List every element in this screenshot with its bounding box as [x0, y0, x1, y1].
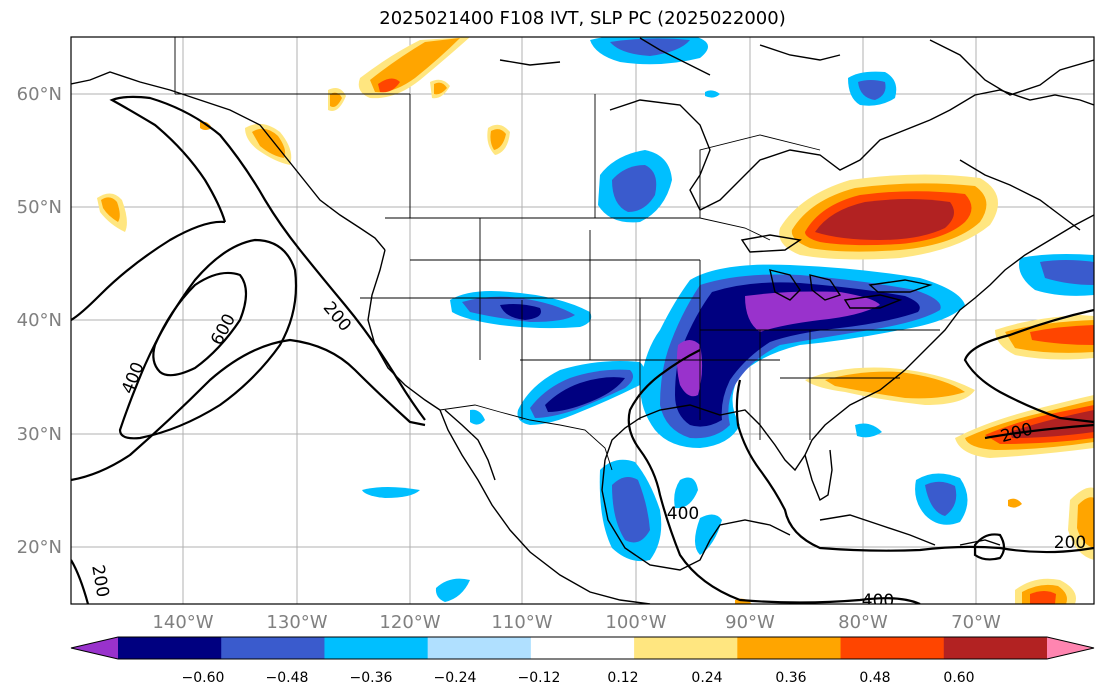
colorbar-segment [840, 637, 945, 659]
colorbar-tick-label: 0.48 [859, 670, 890, 686]
borders [174, 37, 940, 471]
colorbar-ticks: −0.60 −0.48 −0.36 −0.24 −0.12 0.12 0.24 … [182, 670, 975, 686]
lon-label: 80°W [838, 612, 888, 633]
ivt-negative-shading [362, 37, 1094, 602]
contour-label: 400 [667, 504, 699, 524]
lon-label: 140°W [152, 612, 213, 633]
colorbar-segment [737, 637, 842, 659]
colorbar-tick-label: −0.24 [434, 670, 477, 686]
colorbar-segment [530, 637, 635, 659]
coastlines [71, 37, 1094, 604]
lat-label: 30°N [17, 424, 62, 445]
map-frame [70, 36, 1095, 605]
colorbar-tick-label: 0.12 [607, 670, 638, 686]
lat-axis: 60°N 50°N 40°N 30°N 20°N [17, 84, 62, 558]
lat-label: 60°N [17, 84, 62, 105]
colorbar-extend-min [71, 637, 118, 659]
slp-contours [71, 95, 1094, 604]
lon-label: 90°W [725, 612, 775, 633]
colorbar-segment [221, 637, 325, 659]
lat-label: 20°N [17, 537, 62, 558]
contour-label: 200 [1054, 533, 1086, 553]
lat-label: 40°N [17, 310, 62, 331]
colorbar-tick-label: −0.60 [182, 670, 225, 686]
map-title: 2025021400 F108 IVT, SLP PC (2025022000) [379, 8, 786, 29]
contour-label: 400 [862, 591, 894, 611]
colorbar-tick-label: 0.36 [775, 670, 806, 686]
colorbar-tick-label: −0.12 [518, 670, 561, 686]
colorbar-outline [70, 636, 1095, 660]
lon-label: 120°W [379, 612, 440, 633]
lon-label: 130°W [266, 612, 327, 633]
colorbar-segment [427, 637, 532, 659]
colorbar-segment [324, 637, 429, 659]
lon-axis: 140°W 130°W 120°W 110°W 100°W 90°W 80°W … [152, 612, 1001, 633]
graticule [71, 37, 1094, 604]
lat-label: 50°N [17, 197, 62, 218]
colorbar-segment [943, 637, 1048, 659]
colorbar-tick-label: −0.36 [350, 670, 393, 686]
colorbar-segment [634, 637, 738, 659]
colorbar-tick-label: 0.24 [691, 670, 722, 686]
lon-label: 100°W [605, 612, 666, 633]
lon-label: 110°W [491, 612, 552, 633]
colorbar-segment [118, 637, 222, 659]
colorbar-extend-max [1047, 637, 1094, 659]
colorbar-tick-label: −0.48 [266, 670, 309, 686]
colorbar [70, 636, 1095, 660]
colorbar-tick-label: 0.60 [943, 670, 974, 686]
lon-label: 70°W [951, 612, 1001, 633]
